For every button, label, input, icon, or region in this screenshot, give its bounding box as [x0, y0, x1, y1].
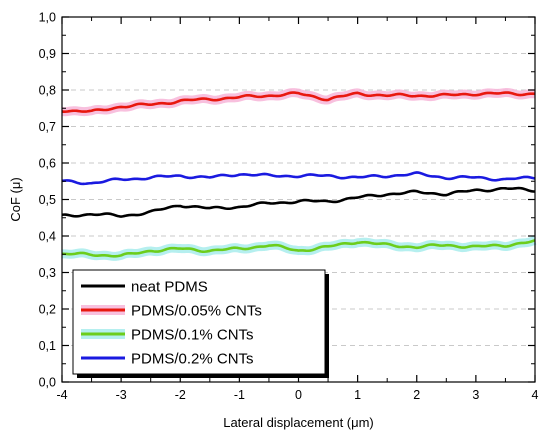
- series-line: [61, 91, 536, 113]
- legend-label: PDMS/0.05% CNTs: [131, 303, 262, 320]
- series-lines: [61, 91, 536, 258]
- y-tick-label: 0,9: [39, 47, 56, 61]
- y-tick-label: 0,1: [39, 339, 56, 353]
- y-tick-label: 0,7: [39, 120, 56, 134]
- y-tick-label: 0,8: [39, 84, 56, 98]
- y-tick-label: 0,0: [39, 376, 56, 390]
- x-tick-label: 0: [295, 388, 302, 402]
- x-tick-label: -2: [175, 388, 186, 402]
- x-tick-label: 1: [354, 388, 361, 402]
- x-tick-label: -3: [116, 388, 127, 402]
- y-tick-label: 0,6: [39, 157, 56, 171]
- legend-label: neat PDMS: [131, 279, 208, 296]
- y-tick-label: 0,2: [39, 303, 56, 317]
- series-line: [61, 239, 536, 258]
- y-tick-label: 1,0: [39, 11, 56, 25]
- x-tick-label: 4: [532, 388, 539, 402]
- y-tick-labels: 0,0 0,1 0,2 0,3 0,4 0,5 0,6 0,7 0,8 0,9 1,0: [39, 11, 56, 390]
- y-tick-label: 0,4: [39, 230, 56, 244]
- x-axis-title: Lateral displacement (μm): [223, 415, 374, 430]
- y-axis-title: CoF (μ): [8, 177, 23, 221]
- x-tick-labels: -4 -3 -2 -1 0 1 2 3 4: [56, 388, 538, 402]
- y-tick-label: 0,5: [39, 193, 56, 207]
- x-tick-label: -1: [234, 388, 245, 402]
- legend: neat PDMS PDMS/0.05% CNTs PDMS/0.1% CNTs PD…: [72, 269, 329, 378]
- series-line: [61, 186, 536, 218]
- series-line: [61, 171, 536, 186]
- y-tick-label: 0,3: [39, 266, 56, 280]
- x-tick-label: -4: [56, 388, 67, 402]
- legend-label: PDMS/0.1% CNTs: [131, 327, 254, 344]
- legend-label: PDMS/0.2% CNTs: [131, 351, 254, 368]
- x-tick-label: 2: [413, 388, 420, 402]
- x-tick-label: 3: [472, 388, 479, 402]
